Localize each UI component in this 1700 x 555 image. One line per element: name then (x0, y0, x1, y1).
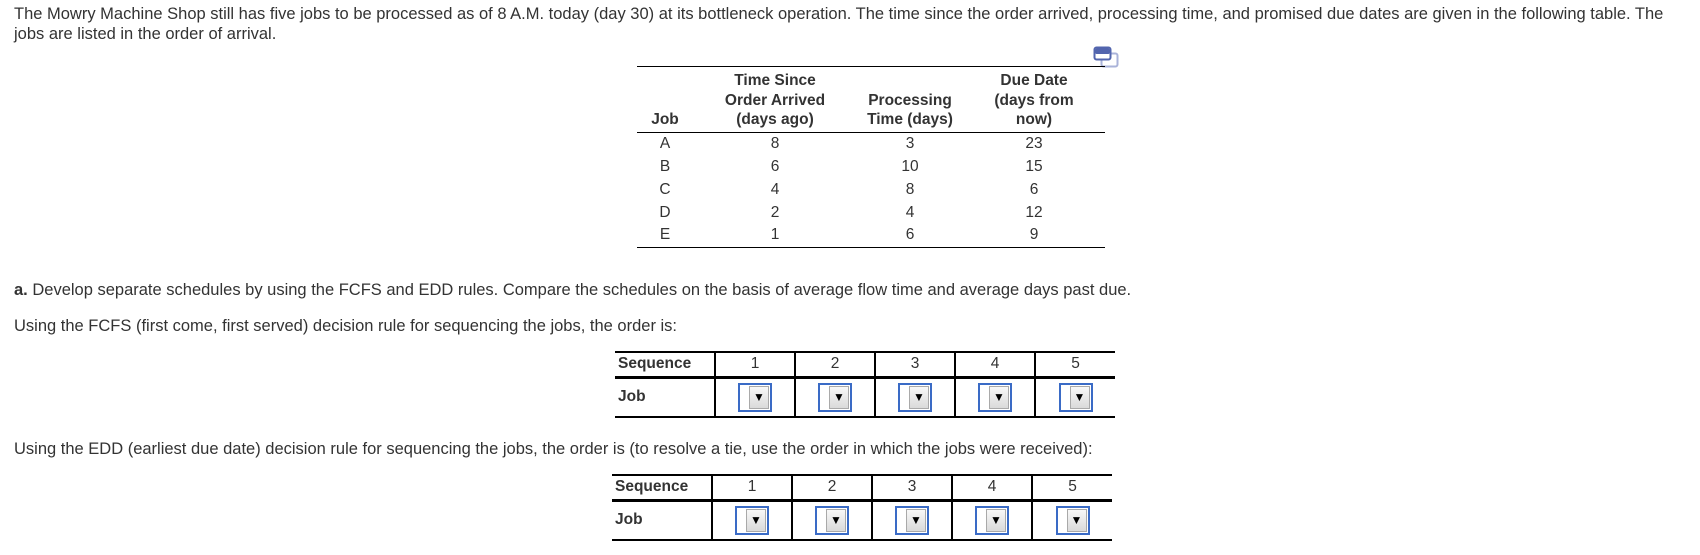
fcfs-job-select-3[interactable]: ▼ (898, 382, 932, 412)
table-cell: 2 (770, 203, 780, 221)
fcfs-sequence-table: Sequence 1 2 3 4 5 Job ▼ ▼ ▼ ▼ ▼ (615, 351, 1115, 418)
table-cell: 10 (901, 157, 919, 175)
header-line: Due Date (1000, 72, 1068, 89)
table-row: A 8 3 23 (637, 132, 1105, 155)
jobs-table: Job Time Since Order Arrived (days ago) … (637, 66, 1105, 248)
table-cell: ▼ (1034, 377, 1115, 417)
table-cell: ▼ (951, 500, 1032, 540)
question-intro: The Mowry Machine Shop still has five jo… (14, 5, 1664, 43)
chevron-down-icon[interactable]: ▼ (746, 508, 766, 532)
fcfs-job-select-2[interactable]: ▼ (818, 382, 852, 412)
table-cell: E (637, 224, 693, 248)
table-cell: 3 (905, 134, 915, 152)
edd-job-select-5[interactable]: ▼ (1055, 505, 1090, 535)
chevron-down-icon[interactable]: ▼ (986, 508, 1006, 532)
chevron-down-icon[interactable]: ▼ (909, 385, 929, 409)
job-row-label: Job (618, 388, 646, 406)
table-cell: A (659, 134, 671, 152)
sequence-number: 4 (951, 475, 1032, 502)
table-row: C 4 8 6 (637, 178, 1105, 201)
table-cell: 4 (770, 180, 780, 198)
sequence-header-row: Sequence 1 2 3 4 5 (612, 475, 1112, 502)
table-cell: ▼ (954, 377, 1035, 417)
sequence-number: 1 (711, 475, 792, 502)
chevron-down-icon[interactable]: ▼ (1066, 508, 1087, 532)
column-header-time-since: Time Since Order Arrived (days ago) (693, 66, 857, 133)
header-line: Processing (868, 91, 952, 109)
sequence-number: 5 (1034, 352, 1115, 379)
table-cell: 12 (1025, 203, 1043, 221)
table-cell: D (659, 203, 671, 221)
table-cell: ▼ (871, 500, 952, 540)
edd-sequence-table: Sequence 1 2 3 4 5 Job ▼ ▼ ▼ ▼ ▼ (612, 474, 1112, 541)
table-row: D 2 4 12 (637, 201, 1105, 224)
header-line: Job (651, 111, 679, 128)
table-cell: 4 (905, 203, 915, 221)
sequence-row-label: Sequence (615, 352, 715, 379)
sequence-number: 3 (874, 352, 955, 379)
edd-job-select-2[interactable]: ▼ (815, 505, 849, 535)
column-header-processing: Processing Time (days) (857, 66, 963, 133)
copy-icon[interactable] (1091, 45, 1121, 71)
chevron-down-icon[interactable]: ▼ (989, 385, 1009, 409)
edd-instruction: Using the EDD (earliest due date) decisi… (14, 440, 1093, 458)
table-cell: 15 (1025, 157, 1043, 175)
table-row: B 6 10 15 (637, 155, 1105, 178)
chevron-down-icon[interactable]: ▼ (906, 508, 926, 532)
fcfs-job-select-5[interactable]: ▼ (1058, 382, 1093, 412)
fcfs-job-select-1[interactable]: ▼ (738, 382, 772, 412)
sequence-number: 5 (1031, 475, 1112, 502)
table-cell: 6 (770, 157, 780, 175)
table-cell: 1 (693, 224, 857, 248)
table-cell: 23 (1025, 134, 1043, 152)
header-line: now) (1015, 111, 1053, 128)
job-select-row: Job ▼ ▼ ▼ ▼ ▼ (612, 500, 1112, 540)
sequence-number: 2 (791, 475, 872, 502)
header-line: (days ago) (736, 111, 814, 128)
edd-job-select-4[interactable]: ▼ (975, 505, 1009, 535)
header-line: Time Since (734, 72, 816, 89)
job-select-row: Job ▼ ▼ ▼ ▼ ▼ (615, 377, 1115, 417)
sequence-number: 1 (714, 352, 795, 379)
fcfs-instruction: Using the FCFS (first come, first served… (14, 317, 678, 335)
chevron-down-icon[interactable]: ▼ (826, 508, 846, 532)
copy-icon-glyph (1093, 46, 1119, 68)
part-a-question: a. Develop separate schedules by using t… (14, 281, 1131, 300)
header-line: Time (days) (867, 111, 953, 128)
table-cell: 9 (963, 224, 1105, 248)
sequence-number: 3 (871, 475, 952, 502)
chevron-down-icon[interactable]: ▼ (1069, 385, 1090, 409)
chevron-down-icon[interactable]: ▼ (829, 385, 849, 409)
table-row: E 1 6 9 (637, 224, 1105, 248)
jobs-table-header-row: Job Time Since Order Arrived (days ago) … (637, 66, 1105, 133)
part-a-label: a. (14, 281, 28, 299)
job-row-label: Job (615, 511, 643, 529)
table-cell: C (659, 180, 671, 198)
table-cell: ▼ (874, 377, 955, 417)
column-header-job: Job (637, 66, 693, 133)
table-cell: ▼ (714, 377, 795, 417)
sequence-row-label: Sequence (612, 475, 712, 502)
sequence-number: 2 (794, 352, 875, 379)
fcfs-job-select-4[interactable]: ▼ (978, 382, 1012, 412)
table-cell: ▼ (711, 500, 792, 540)
part-a-text: Develop separate schedules by using the … (27, 281, 1132, 299)
chevron-down-icon[interactable]: ▼ (749, 385, 769, 409)
sequence-number: 4 (954, 352, 1035, 379)
column-header-due-date: Due Date (days from now) (963, 66, 1105, 133)
table-cell: 8 (770, 134, 780, 152)
table-cell: 6 (1029, 180, 1039, 198)
table-cell: ▼ (791, 500, 872, 540)
header-line: (days from (994, 91, 1074, 109)
table-cell: 6 (857, 224, 963, 248)
sequence-header-row: Sequence 1 2 3 4 5 (615, 352, 1115, 379)
table-cell: ▼ (1031, 500, 1112, 540)
table-cell: 8 (905, 180, 915, 198)
edd-job-select-3[interactable]: ▼ (895, 505, 929, 535)
table-cell: ▼ (794, 377, 875, 417)
edd-job-select-1[interactable]: ▼ (735, 505, 769, 535)
header-line: Order Arrived (724, 91, 826, 109)
table-cell: B (659, 157, 671, 175)
